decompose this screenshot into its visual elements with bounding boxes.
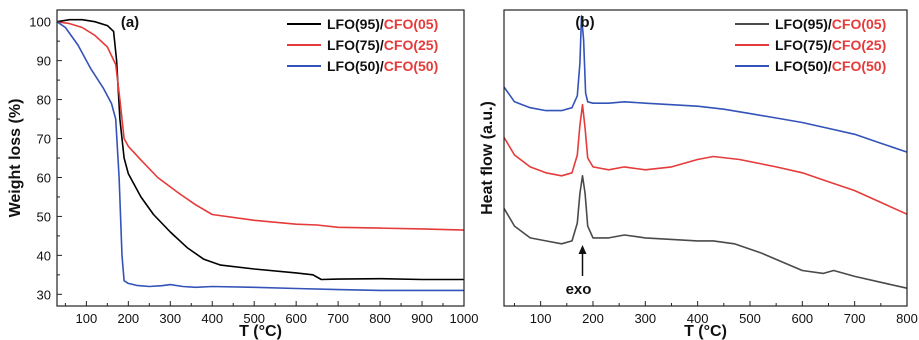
- y-tick-label: 50: [37, 209, 51, 224]
- series-line-1: [56, 18, 464, 281]
- series-line-2: [503, 103, 908, 215]
- panel-label: (a): [121, 14, 139, 31]
- legend-entry-lfo: LFO(75)/: [775, 37, 832, 53]
- x-tick-label: 600: [791, 311, 813, 326]
- x-tick-label: 1000: [450, 311, 479, 326]
- x-tick-label: 200: [117, 311, 139, 326]
- series-line-2: [56, 20, 465, 231]
- legend-entry-cfo: CFO(25): [832, 37, 886, 53]
- x-axis-label: T (°C): [239, 323, 282, 340]
- x-tick-label: 600: [285, 311, 307, 326]
- legend-entry-lfo: LFO(50)/: [775, 58, 832, 74]
- series-line-1: [503, 175, 908, 289]
- panel-label: (b): [575, 14, 594, 31]
- legend-entry: LFO(50)/CFO(50): [775, 58, 886, 74]
- legend-entry: LFO(95)/CFO(05): [327, 16, 438, 32]
- chart-panel-a: 100 200 300 400 500 600 700 800 900 1000 30 40 50 60 7…: [7, 9, 479, 340]
- y-tick-label: 100: [29, 15, 51, 30]
- x-tick-label: 400: [201, 311, 223, 326]
- y-tick-label: 90: [37, 54, 51, 69]
- x-tick-label: 500: [739, 311, 761, 326]
- legend-entry-cfo: CFO(05): [384, 16, 438, 32]
- legend-entry: LFO(75)/CFO(25): [775, 37, 886, 53]
- x-tick-label: 900: [411, 311, 433, 326]
- x-tick-label: 400: [687, 311, 709, 326]
- y-axis-label: Weight loss (%): [7, 99, 24, 218]
- y-tick-label: 40: [37, 248, 51, 263]
- series-line-3: [56, 21, 464, 292]
- legend-entry-lfo: LFO(95)/: [327, 16, 384, 32]
- x-tick-label: 200: [582, 311, 604, 326]
- y-axis-label: Heat flow (a.u.): [479, 101, 496, 215]
- x-tick-label: 100: [530, 311, 552, 326]
- y-tick-label: 60: [37, 170, 51, 185]
- y-tick-label: 30: [37, 287, 51, 302]
- legend-entry-lfo: LFO(95)/: [775, 16, 832, 32]
- y-tick-label: 80: [37, 93, 51, 108]
- series-line-3: [503, 15, 908, 153]
- exo-annotation: exo: [566, 245, 592, 298]
- y-tick-label: 70: [37, 132, 51, 147]
- x-tick-label: 300: [634, 311, 656, 326]
- legend-entry: LFO(50)/CFO(50): [327, 58, 438, 74]
- legend: LFO(95)/CFO(05)LFO(75)/CFO(25)LFO(50)/CF…: [287, 16, 438, 74]
- x-axis-label: T (°C): [684, 323, 727, 340]
- legend-entry-cfo: CFO(50): [384, 58, 438, 74]
- legend-entry-cfo: CFO(05): [832, 16, 886, 32]
- legend-entry-lfo: LFO(50)/: [327, 58, 384, 74]
- x-tick-label: 100: [76, 311, 98, 326]
- exo-label: exo: [566, 281, 592, 298]
- exo-arrow-head: [578, 245, 587, 254]
- legend-entry: LFO(95)/CFO(05): [775, 16, 886, 32]
- x-tick-label: 300: [159, 311, 181, 326]
- x-tick-label: 700: [844, 311, 866, 326]
- x-tick-label: 500: [243, 311, 265, 326]
- x-tick-label: 800: [896, 311, 918, 326]
- legend-entry-cfo: CFO(50): [832, 58, 886, 74]
- x-tick-label: 700: [327, 311, 349, 326]
- chart-panel-b: 100 200 300 400 500 600 700 800 T (°C) Heat flow …: [479, 9, 918, 340]
- x-tick-label: 800: [369, 311, 391, 326]
- legend-entry-lfo: LFO(75)/: [327, 37, 384, 53]
- legend: LFO(95)/CFO(05)LFO(75)/CFO(25)LFO(50)/CF…: [735, 16, 886, 74]
- legend-entry-cfo: CFO(25): [384, 37, 438, 53]
- legend-entry: LFO(75)/CFO(25): [327, 37, 438, 53]
- plot-frame: [503, 9, 908, 307]
